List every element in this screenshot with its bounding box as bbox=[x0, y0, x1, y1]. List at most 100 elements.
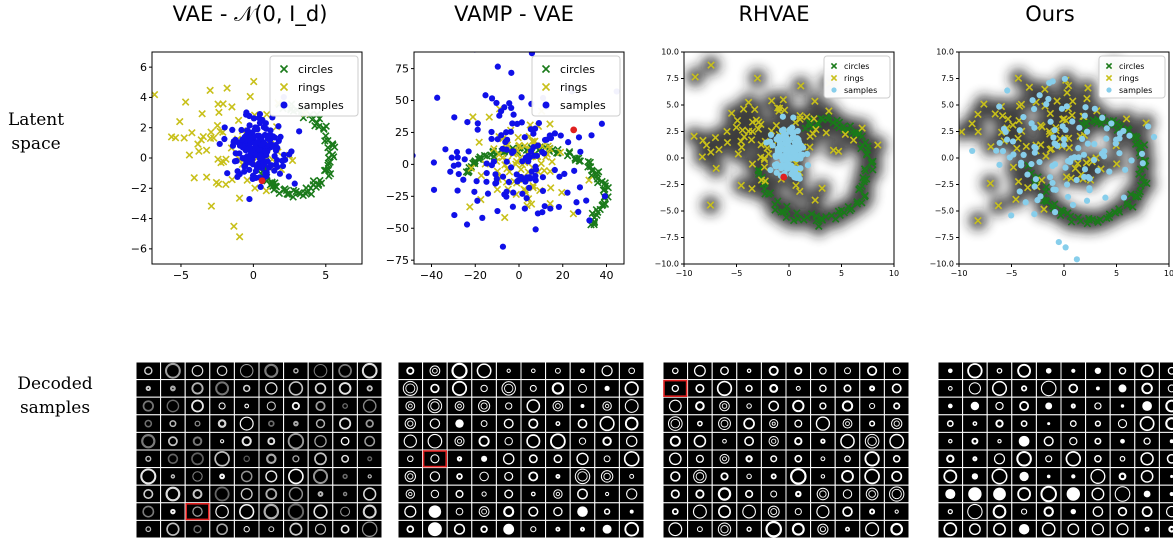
sample-cell bbox=[446, 449, 473, 469]
point-circles bbox=[309, 177, 318, 185]
point-circles bbox=[1140, 141, 1149, 149]
sample-circle bbox=[526, 434, 541, 449]
sample-circle bbox=[746, 368, 752, 374]
decoded-sample bbox=[834, 379, 861, 398]
decoded-sample bbox=[1011, 414, 1037, 433]
sample-ring bbox=[869, 402, 876, 410]
point-rings bbox=[262, 186, 271, 195]
point-circles bbox=[593, 175, 602, 183]
sample-circle bbox=[1118, 472, 1127, 481]
decoded-sample bbox=[618, 396, 645, 416]
sample-ring bbox=[454, 401, 465, 411]
sample-circle bbox=[529, 384, 537, 392]
sample-disc bbox=[1047, 422, 1051, 426]
sample-circle bbox=[317, 491, 324, 497]
point-samples bbox=[285, 173, 292, 180]
decoded-sample bbox=[397, 502, 424, 521]
sample-ring-inner bbox=[722, 456, 727, 462]
point-circles bbox=[854, 129, 863, 137]
sample-cell bbox=[1085, 431, 1111, 451]
point-rings bbox=[733, 116, 742, 125]
point-rings bbox=[1012, 195, 1020, 204]
decoded-sample bbox=[962, 449, 988, 469]
point-samples bbox=[1016, 127, 1023, 134]
legend-label-circles: circles bbox=[298, 63, 333, 76]
sample-cell bbox=[495, 361, 522, 381]
decoded-sample bbox=[233, 502, 260, 521]
sample-circle bbox=[968, 523, 981, 536]
point-rings bbox=[500, 213, 509, 222]
decoded-sample bbox=[184, 502, 211, 521]
decoded-sample bbox=[356, 431, 383, 451]
sample-cell bbox=[962, 431, 988, 451]
point-circles bbox=[754, 166, 763, 174]
sample-circle bbox=[1043, 506, 1054, 517]
sample-cell bbox=[618, 361, 645, 381]
sample-circle bbox=[815, 416, 831, 431]
sample-ring-inner bbox=[457, 403, 462, 409]
sample-disc bbox=[968, 487, 982, 501]
sample-ring bbox=[454, 436, 465, 447]
decoded-sample bbox=[569, 449, 596, 469]
decoded-sample bbox=[1035, 484, 1062, 504]
sample-circle bbox=[840, 433, 855, 449]
decoded-sample bbox=[883, 519, 910, 539]
decoded-sample bbox=[883, 431, 910, 451]
decoded-sample bbox=[937, 467, 964, 486]
decoded-sample bbox=[332, 361, 358, 381]
sample-circle bbox=[503, 418, 514, 429]
sample-cell bbox=[184, 502, 211, 521]
decoded-sample bbox=[397, 449, 424, 469]
sample-circle bbox=[995, 401, 1004, 411]
decoded-sample bbox=[233, 379, 260, 398]
decoded-sample bbox=[356, 467, 383, 486]
decoded-sample bbox=[1060, 379, 1087, 398]
point-samples bbox=[1084, 140, 1091, 147]
point-samples bbox=[229, 126, 236, 134]
sample-cell bbox=[545, 396, 571, 416]
sample-ring bbox=[404, 470, 417, 483]
point-samples bbox=[577, 148, 584, 155]
decoded-sample bbox=[446, 414, 473, 433]
sample-circle bbox=[972, 421, 978, 427]
decoded-sample bbox=[760, 449, 787, 469]
sample-ring bbox=[404, 417, 416, 430]
decoded-sample bbox=[160, 414, 186, 433]
sample-cell bbox=[397, 467, 424, 486]
sample-circle bbox=[746, 526, 752, 532]
sample-circle bbox=[695, 401, 705, 411]
sample-ring bbox=[769, 419, 779, 429]
decoded-sample bbox=[471, 467, 497, 486]
sample-circle bbox=[367, 456, 373, 462]
point-samples bbox=[1016, 188, 1023, 195]
point-circles bbox=[1132, 132, 1141, 141]
point-samples bbox=[1045, 95, 1052, 103]
decoded-sample bbox=[1035, 502, 1062, 521]
decoded-sample bbox=[785, 414, 812, 433]
decoded-sample bbox=[184, 379, 211, 398]
decoded-sample bbox=[1109, 502, 1136, 521]
sample-ring bbox=[719, 400, 730, 412]
point-samples bbox=[503, 193, 510, 200]
sample-disc bbox=[993, 487, 1006, 501]
sample-disc bbox=[1169, 439, 1173, 444]
sample-disc bbox=[1071, 474, 1076, 479]
sample-cell bbox=[397, 519, 424, 539]
decoded-sample bbox=[687, 502, 713, 521]
sample-circle bbox=[403, 434, 417, 448]
decoded-sample bbox=[160, 484, 186, 504]
decoded-sample bbox=[160, 449, 186, 469]
decoded-sample bbox=[209, 431, 235, 451]
decoded-sample bbox=[422, 379, 448, 398]
point-rings bbox=[796, 115, 804, 123]
point-rings bbox=[779, 95, 788, 104]
decoded-grid-svg bbox=[135, 361, 383, 539]
point-rings bbox=[761, 177, 769, 185]
sample-cell bbox=[1060, 519, 1087, 539]
sample-circle bbox=[215, 381, 230, 396]
sample-ring bbox=[816, 487, 830, 501]
sample-cell bbox=[962, 449, 988, 469]
point-samples bbox=[262, 125, 270, 132]
decoded-sample bbox=[569, 502, 596, 521]
sample-circle bbox=[451, 362, 468, 379]
